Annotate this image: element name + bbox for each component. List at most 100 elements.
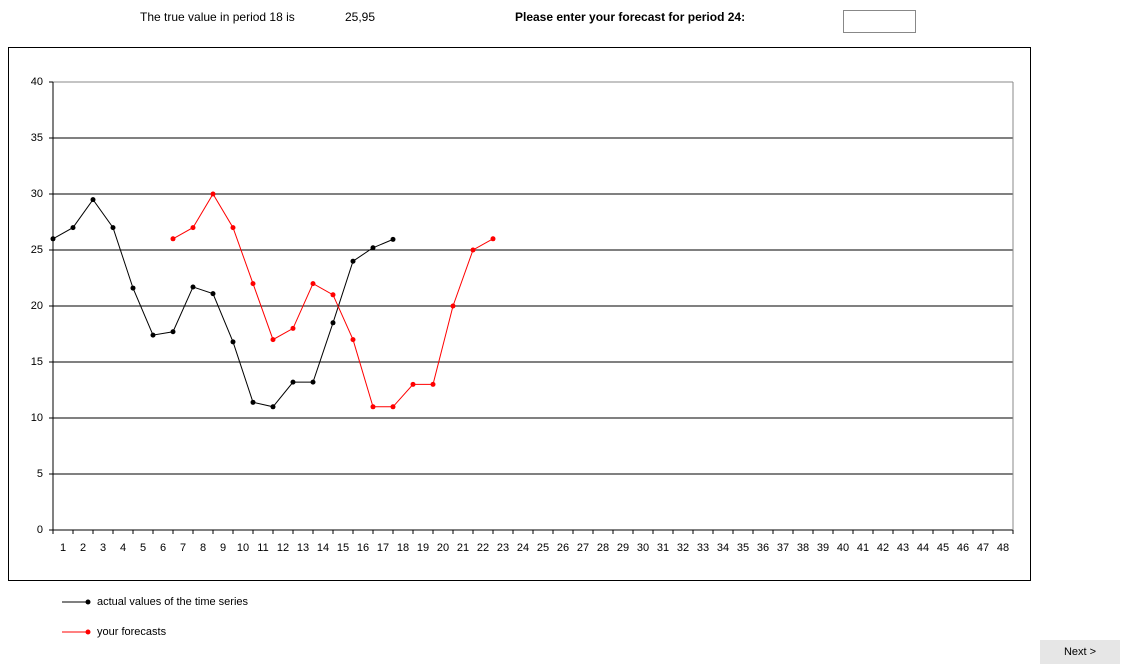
x-tick-label: 35 bbox=[737, 542, 749, 554]
x-tick-label: 1 bbox=[60, 542, 66, 554]
x-tick-label: 47 bbox=[977, 542, 989, 554]
x-tick-label: 14 bbox=[317, 542, 329, 554]
x-tick-label: 20 bbox=[437, 542, 449, 554]
x-tick-label: 5 bbox=[140, 542, 146, 554]
data-point bbox=[390, 236, 396, 242]
x-tick-label: 38 bbox=[797, 542, 809, 554]
x-tick-label: 42 bbox=[877, 542, 889, 554]
data-point bbox=[450, 303, 456, 309]
x-tick-label: 41 bbox=[857, 542, 869, 554]
x-tick-label: 37 bbox=[777, 542, 789, 554]
data-point bbox=[430, 381, 436, 387]
y-tick-label: 35 bbox=[31, 132, 43, 144]
x-tick-label: 4 bbox=[120, 542, 126, 554]
x-tick-label: 8 bbox=[200, 542, 206, 554]
data-point bbox=[190, 284, 196, 290]
x-tick-label: 7 bbox=[180, 542, 186, 554]
x-tick-label: 12 bbox=[277, 542, 289, 554]
forecast-prompt: Please enter your forecast for period 24… bbox=[515, 10, 745, 24]
x-tick-label: 3 bbox=[100, 542, 106, 554]
x-tick-label: 25 bbox=[537, 542, 549, 554]
data-point bbox=[470, 247, 476, 253]
data-point bbox=[390, 404, 396, 410]
series-line bbox=[52, 198, 394, 408]
x-tick-label: 9 bbox=[220, 542, 226, 554]
y-tick-label: 20 bbox=[31, 300, 43, 312]
data-point bbox=[350, 258, 356, 264]
x-tick-label: 17 bbox=[377, 542, 389, 554]
x-tick-label: 31 bbox=[657, 542, 669, 554]
x-tick-label: 36 bbox=[757, 542, 769, 554]
x-tick-label: 43 bbox=[897, 542, 909, 554]
data-point bbox=[310, 281, 316, 287]
x-tick-label: 10 bbox=[237, 542, 249, 554]
x-tick-label: 33 bbox=[697, 542, 709, 554]
data-point bbox=[290, 325, 296, 331]
x-tick-label: 6 bbox=[160, 542, 166, 554]
next-button[interactable] bbox=[1040, 640, 1120, 664]
legend-label: actual values of the time series bbox=[97, 596, 249, 608]
true-value-text: The true value in period 18 is bbox=[140, 10, 295, 24]
y-tick-label: 10 bbox=[31, 412, 43, 424]
data-point bbox=[50, 236, 56, 242]
x-tick-label: 30 bbox=[637, 542, 649, 554]
data-point bbox=[210, 191, 216, 197]
x-tick-label: 24 bbox=[517, 542, 529, 554]
data-point bbox=[170, 329, 176, 335]
data-point bbox=[250, 399, 256, 405]
data-point bbox=[330, 320, 336, 326]
data-point bbox=[290, 379, 296, 385]
data-point bbox=[170, 236, 176, 242]
x-tick-label: 44 bbox=[917, 542, 929, 554]
x-tick-label: 16 bbox=[357, 542, 369, 554]
data-point bbox=[330, 292, 336, 298]
data-point bbox=[270, 404, 276, 410]
x-tick-label: 13 bbox=[297, 542, 309, 554]
next-button-label: Next > bbox=[1064, 646, 1096, 658]
x-tick-label: 46 bbox=[957, 542, 969, 554]
data-point bbox=[490, 236, 496, 242]
x-tick-label: 29 bbox=[617, 542, 629, 554]
y-tick-label: 0 bbox=[37, 524, 43, 536]
chart-frame bbox=[8, 47, 1031, 581]
data-point bbox=[70, 225, 76, 231]
data-point bbox=[190, 225, 196, 231]
y-tick-label: 40 bbox=[31, 76, 43, 88]
legend-marker bbox=[85, 629, 91, 635]
data-point bbox=[270, 337, 276, 343]
x-tick-label: 23 bbox=[497, 542, 509, 554]
y-tick-label: 5 bbox=[37, 468, 43, 480]
true-value: 25,95 bbox=[345, 10, 375, 24]
x-tick-label: 32 bbox=[677, 542, 689, 554]
data-point bbox=[210, 291, 216, 297]
data-point bbox=[90, 197, 96, 203]
data-point bbox=[370, 404, 376, 410]
data-point bbox=[370, 245, 376, 251]
data-point bbox=[150, 332, 156, 338]
data-point bbox=[350, 337, 356, 343]
y-tick-label: 15 bbox=[31, 356, 43, 368]
x-tick-label: 39 bbox=[817, 542, 829, 554]
data-point bbox=[110, 225, 116, 231]
data-point bbox=[250, 281, 256, 287]
x-tick-label: 2 bbox=[80, 542, 86, 554]
x-tick-label: 34 bbox=[717, 542, 729, 554]
data-point bbox=[230, 339, 236, 345]
x-tick-label: 15 bbox=[337, 542, 349, 554]
x-tick-label: 26 bbox=[557, 542, 569, 554]
data-point bbox=[230, 225, 236, 231]
x-tick-label: 18 bbox=[397, 542, 409, 554]
x-tick-label: 27 bbox=[577, 542, 589, 554]
y-tick-label: 25 bbox=[31, 244, 43, 256]
legend-marker bbox=[85, 599, 91, 605]
data-point bbox=[410, 381, 416, 387]
x-tick-label: 40 bbox=[837, 542, 849, 554]
y-tick-label: 30 bbox=[31, 188, 43, 200]
x-tick-label: 11 bbox=[257, 542, 268, 554]
forecast-input[interactable] bbox=[843, 10, 916, 33]
x-tick-label: 28 bbox=[597, 542, 609, 554]
x-tick-label: 19 bbox=[417, 542, 429, 554]
x-tick-label: 22 bbox=[477, 542, 489, 554]
